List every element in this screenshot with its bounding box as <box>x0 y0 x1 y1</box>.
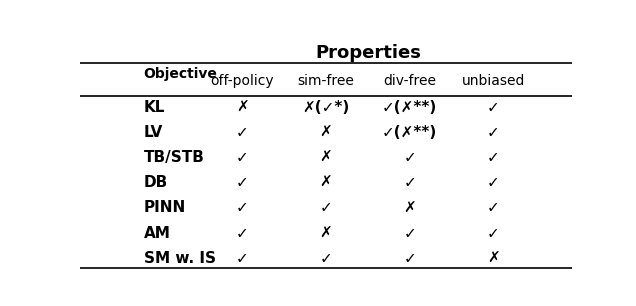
Text: ✗(✓*): ✗(✓*) <box>302 100 350 115</box>
Text: ✗: ✗ <box>319 226 333 241</box>
Text: ✓: ✓ <box>236 175 249 190</box>
Text: ✓: ✓ <box>236 200 249 215</box>
Text: KL: KL <box>144 100 165 115</box>
Text: LV: LV <box>144 125 163 140</box>
Text: ✓: ✓ <box>487 200 500 215</box>
Text: ✓: ✓ <box>403 226 416 241</box>
Text: ✓: ✓ <box>487 226 500 241</box>
Text: ✓: ✓ <box>319 200 333 215</box>
Text: ✓: ✓ <box>236 125 249 140</box>
Text: ✓: ✓ <box>487 100 500 115</box>
Text: ✓: ✓ <box>236 226 249 241</box>
Text: ✓: ✓ <box>487 175 500 190</box>
Text: ✓: ✓ <box>319 251 333 266</box>
Text: ✗: ✗ <box>319 175 333 190</box>
Text: div-free: div-free <box>384 74 436 88</box>
Text: sim-free: sim-free <box>298 74 354 88</box>
Text: ✗: ✗ <box>236 100 249 115</box>
Text: ✗: ✗ <box>319 125 333 140</box>
Text: Properties: Properties <box>315 44 421 62</box>
Text: AM: AM <box>144 226 170 241</box>
Text: ✓: ✓ <box>236 150 249 165</box>
Text: off-policy: off-policy <box>211 74 274 88</box>
Text: ✓(✗**): ✓(✗**) <box>382 100 438 115</box>
Text: DB: DB <box>144 175 168 190</box>
Text: ✓: ✓ <box>403 175 416 190</box>
Text: PINN: PINN <box>144 200 186 215</box>
Text: unbiased: unbiased <box>462 74 525 88</box>
Text: ✓: ✓ <box>403 150 416 165</box>
Text: ✗: ✗ <box>319 150 333 165</box>
Text: ✓: ✓ <box>403 251 416 266</box>
Text: ✓(✗**): ✓(✗**) <box>382 125 438 140</box>
Text: SM w. IS: SM w. IS <box>144 251 216 266</box>
Text: ✓: ✓ <box>236 251 249 266</box>
Text: Objective: Objective <box>144 67 218 81</box>
Text: ✓: ✓ <box>487 125 500 140</box>
Text: ✓: ✓ <box>487 150 500 165</box>
Text: ✗: ✗ <box>403 200 416 215</box>
Text: ✗: ✗ <box>487 251 500 266</box>
Text: TB/STB: TB/STB <box>144 150 204 165</box>
